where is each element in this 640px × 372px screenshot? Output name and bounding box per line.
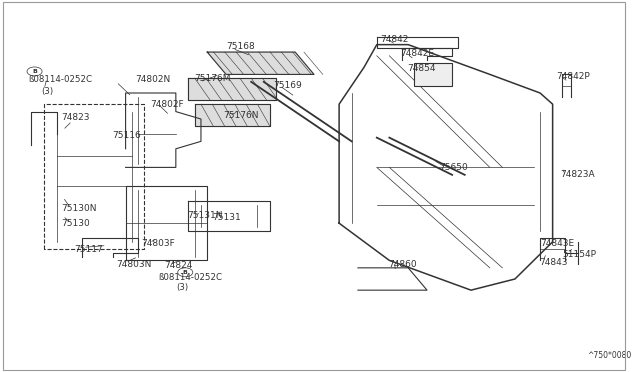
- Text: 74803N: 74803N: [116, 260, 152, 269]
- Text: 75169: 75169: [273, 81, 302, 90]
- Text: 74802F: 74802F: [150, 100, 184, 109]
- Text: 74842E: 74842E: [401, 49, 435, 58]
- Text: ß08114-0252C: ß08114-0252C: [28, 76, 92, 84]
- Text: 74842: 74842: [380, 35, 408, 44]
- Text: 74854: 74854: [407, 64, 435, 73]
- Text: B: B: [32, 69, 37, 74]
- Text: 74823A: 74823A: [560, 170, 595, 179]
- Text: 74824: 74824: [164, 262, 193, 270]
- Text: ß08114-0252C: ß08114-0252C: [158, 273, 222, 282]
- Text: B: B: [183, 270, 188, 275]
- Text: 74860: 74860: [388, 260, 417, 269]
- Text: 74823: 74823: [61, 113, 90, 122]
- Text: 74802N: 74802N: [135, 76, 170, 84]
- Text: 75650: 75650: [440, 163, 468, 172]
- Text: 74843E: 74843E: [540, 239, 574, 248]
- Text: 75176M: 75176M: [195, 74, 231, 83]
- Text: 75130: 75130: [61, 219, 90, 228]
- Text: (3): (3): [176, 283, 188, 292]
- Text: (3): (3): [41, 87, 53, 96]
- FancyBboxPatch shape: [415, 63, 452, 86]
- Text: 75117: 75117: [74, 245, 103, 254]
- Text: 75116: 75116: [112, 131, 141, 140]
- Text: 75131N: 75131N: [187, 211, 223, 220]
- Text: 75130N: 75130N: [61, 204, 97, 213]
- Text: 75168: 75168: [226, 42, 255, 51]
- Text: 74842P: 74842P: [556, 72, 589, 81]
- Text: 74843: 74843: [539, 258, 567, 267]
- Text: 51154P: 51154P: [562, 250, 596, 259]
- Text: 74803F: 74803F: [141, 239, 175, 248]
- Polygon shape: [195, 104, 270, 126]
- Text: 75176N: 75176N: [223, 111, 259, 120]
- Text: 75131: 75131: [212, 213, 241, 222]
- Polygon shape: [188, 78, 276, 100]
- Polygon shape: [207, 52, 314, 74]
- Text: ^750*0080: ^750*0080: [587, 351, 632, 360]
